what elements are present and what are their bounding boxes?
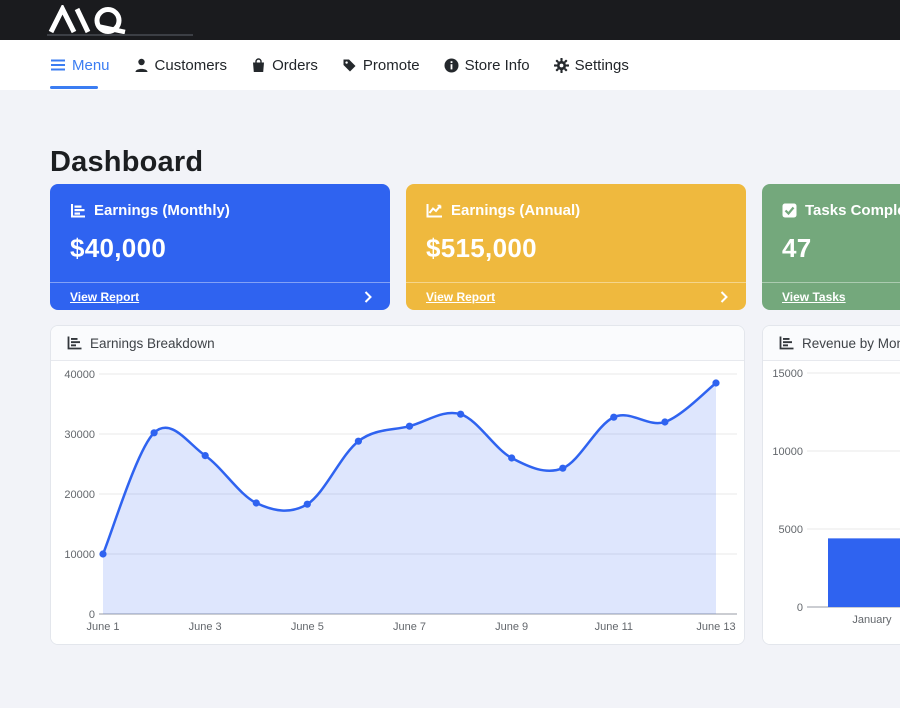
nav-item-menu[interactable]: Menu	[50, 57, 110, 74]
nav-item-label: Promote	[362, 56, 420, 74]
top-navbar: Menu Customers Orders Promote Store Info	[0, 40, 900, 90]
chart-title: Revenue by Month	[802, 335, 900, 351]
svg-text:June 5: June 5	[291, 621, 324, 633]
svg-text:5000: 5000	[779, 524, 803, 536]
svg-text:June 7: June 7	[393, 621, 426, 633]
stat-card-earnings-monthly: Earnings (Monthly) $40,000 View Report	[50, 184, 390, 310]
brand-logo-underline	[47, 34, 193, 36]
revenue-by-month-card: Revenue by Month 0 5000 10000 15000 January	[762, 325, 900, 645]
svg-text:10000: 10000	[772, 446, 803, 458]
gear-icon	[553, 57, 569, 73]
check-square-icon	[782, 203, 797, 218]
nav-item-settings[interactable]: Settings	[553, 56, 629, 74]
revenue-bar-chart: 0 5000 10000 15000 January	[772, 368, 900, 626]
nav-item-label: Orders	[272, 56, 318, 74]
earnings-breakdown-card: Earnings Breakdown 0 10000 20000 30000 40000…	[50, 325, 745, 645]
nav-item-label: Customers	[154, 56, 228, 74]
view-report-link[interactable]: View Report	[70, 289, 140, 304]
stat-card-footer: View Report	[50, 282, 390, 310]
svg-text:June 11: June 11	[595, 621, 633, 633]
page-title: Dashboard	[50, 146, 204, 178]
nav-item-label: Store Info	[464, 56, 530, 74]
stat-card-title: Earnings (Annual)	[451, 202, 581, 219]
brand-logo-icon	[48, 3, 126, 35]
chart-body: 0 10000 20000 30000 40000 June 1 June 3 June 5 J…	[51, 361, 744, 644]
nav-item-label: Settings	[574, 56, 629, 74]
bar-chart-icon	[71, 204, 85, 218]
bar-chart-icon	[779, 336, 794, 350]
view-report-link[interactable]: View Report	[426, 289, 496, 304]
svg-text:June 13: June 13	[696, 621, 735, 633]
stat-card-earnings-annual: Earnings (Annual) $515,000 View Report	[406, 184, 746, 310]
line-chart-icon	[426, 204, 442, 218]
bar-chart-icon	[67, 336, 82, 350]
info-circle-icon	[444, 58, 459, 72]
stat-card-value: 47	[782, 233, 812, 263]
svg-text:30000: 30000	[64, 429, 95, 441]
svg-text:20000: 20000	[64, 489, 95, 501]
stat-card-value: $515,000	[426, 233, 537, 263]
svg-text:June 9: June 9	[495, 621, 528, 633]
stat-card-title: Tasks Completed	[805, 202, 900, 219]
main-content: Dashboard Earnings (Monthly) $40,000 Vie…	[0, 90, 900, 708]
view-tasks-link[interactable]: View Tasks	[782, 289, 846, 304]
shopping-bag-icon	[253, 57, 265, 72]
svg-text:January: January	[852, 614, 892, 626]
earnings-line-chart: 0 10000 20000 30000 40000 June 1 June 3 June 5 J…	[64, 369, 737, 633]
nav-item-orders[interactable]: Orders	[251, 57, 318, 74]
stat-card-footer: View Tasks	[762, 282, 900, 310]
svg-text:June 1: June 1	[86, 621, 119, 633]
stat-card-value: $40,000	[70, 233, 167, 263]
chart-card-header: Earnings Breakdown	[51, 326, 744, 361]
nav-item-label: Menu	[72, 56, 110, 74]
svg-text:15000: 15000	[772, 368, 803, 380]
chart-card-header: Revenue by Month	[763, 326, 900, 361]
brand-bar	[0, 0, 900, 40]
nav-item-promote[interactable]: Promote	[342, 57, 420, 74]
person-icon	[135, 58, 148, 72]
stat-card-title: Earnings (Monthly)	[94, 202, 230, 219]
svg-text:40000: 40000	[64, 369, 95, 381]
nav-item-customers[interactable]: Customers	[134, 56, 228, 74]
svg-text:June 3: June 3	[189, 621, 222, 633]
chevron-right-icon	[364, 290, 372, 303]
chart-title: Earnings Breakdown	[90, 335, 215, 351]
chevron-right-icon	[720, 290, 728, 303]
chart-body: 0 5000 10000 15000 January	[763, 361, 900, 644]
svg-text:0: 0	[797, 602, 803, 614]
nav-item-store-info[interactable]: Store Info	[444, 57, 530, 74]
stat-card-tasks-completed: Tasks Completed 47 View Tasks	[762, 184, 900, 310]
svg-text:0: 0	[89, 609, 95, 621]
brand-logo[interactable]	[45, 3, 135, 40]
tag-icon	[343, 59, 356, 71]
hamburger-icon	[51, 59, 65, 71]
stat-card-footer: View Report	[406, 282, 746, 310]
svg-text:10000: 10000	[64, 549, 95, 561]
active-tab-underline	[50, 86, 98, 89]
